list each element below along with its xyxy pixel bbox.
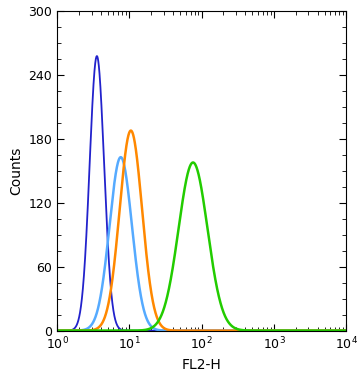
X-axis label: FL2-H: FL2-H: [182, 358, 222, 372]
Y-axis label: Counts: Counts: [9, 147, 23, 195]
